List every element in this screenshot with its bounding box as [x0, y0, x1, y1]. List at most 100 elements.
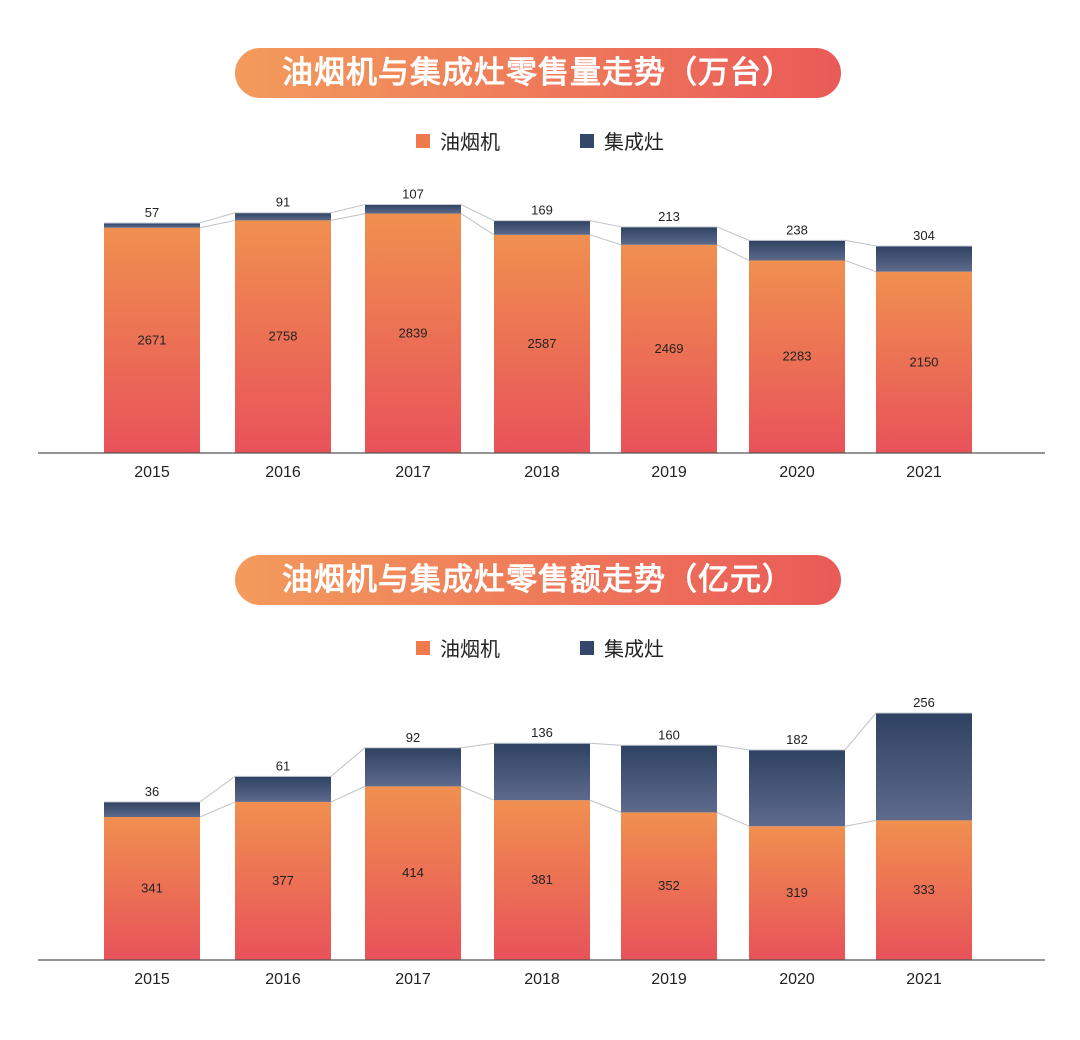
bar-integrated-stove-2020 [749, 749, 845, 827]
bar-range-hood-2019 [621, 244, 717, 453]
legend-item-range-hood: 油烟机 [416, 126, 500, 155]
legend-item-integrated-stove: 集成灶 [580, 126, 664, 155]
connector-line [844, 712, 877, 751]
data-label-integrated-stove: 256 [913, 695, 935, 710]
x-tick-label: 2017 [395, 464, 431, 481]
data-label-range-hood: 2469 [655, 341, 684, 356]
bar-integrated-stove-2018 [494, 743, 590, 801]
legend-label: 集成灶 [604, 130, 664, 154]
data-label-integrated-stove: 238 [786, 222, 808, 237]
data-label-integrated-stove: 92 [406, 730, 420, 745]
data-label-integrated-stove: 213 [658, 209, 680, 224]
data-label-integrated-stove: 182 [786, 732, 808, 747]
data-label-range-hood: 2150 [910, 354, 939, 369]
connector-line [330, 747, 366, 777]
x-tick-label: 2018 [524, 464, 560, 481]
data-label-range-hood: 352 [658, 878, 680, 893]
x-tick-label: 2019 [651, 464, 687, 481]
connector-line [460, 742, 495, 749]
data-label-integrated-stove: 107 [402, 187, 424, 202]
data-label-integrated-stove: 57 [145, 205, 159, 220]
connector-line [589, 799, 622, 813]
connector-line [330, 204, 366, 214]
bar-range-hood-2018 [494, 800, 590, 960]
x-tick-label: 2016 [265, 464, 301, 481]
bar-range-hood-2021 [876, 820, 972, 960]
x-tick-label: 2019 [651, 971, 687, 988]
bar-integrated-stove-2016 [235, 212, 331, 221]
x-tick-label: 2015 [134, 971, 170, 988]
bar-integrated-stove-2019 [621, 226, 717, 245]
data-label-range-hood: 319 [786, 885, 808, 900]
x-tick-label: 2020 [779, 971, 815, 988]
connector-line [716, 744, 750, 751]
bar-integrated-stove-2019 [621, 745, 717, 813]
connector-line [460, 785, 495, 801]
legend-label: 集成灶 [604, 637, 664, 661]
data-label-integrated-stove: 91 [276, 195, 290, 210]
connector-line [199, 801, 236, 818]
data-label-integrated-stove: 136 [531, 725, 553, 740]
connector-line [199, 775, 236, 803]
bar-integrated-stove-2017 [365, 204, 461, 214]
data-label-range-hood: 341 [141, 881, 163, 896]
legend-swatch [416, 133, 430, 148]
legend-label: 油烟机 [440, 130, 500, 154]
connector-line [844, 239, 877, 247]
connector-line [330, 213, 366, 221]
bar-integrated-stove-2021 [876, 713, 972, 821]
data-label-integrated-stove: 160 [658, 727, 680, 742]
x-tick-label: 2021 [906, 464, 942, 481]
connector-line [589, 234, 622, 246]
bar-integrated-stove-2020 [749, 240, 845, 261]
bar-range-hood-2020 [749, 826, 845, 960]
bar-range-hood-2019 [621, 812, 717, 960]
data-label-range-hood: 2671 [138, 332, 167, 347]
legend-item-range-hood: 油烟机 [416, 633, 500, 662]
bar-range-hood-2016 [235, 220, 331, 453]
bar-range-hood-2018 [494, 234, 590, 453]
connector-line [716, 226, 750, 241]
legend-swatch [416, 640, 430, 655]
chart-2-legend: 油烟机 集成灶 [0, 633, 1080, 662]
legend-label: 油烟机 [440, 637, 500, 661]
data-label-integrated-stove: 36 [145, 784, 159, 799]
data-label-range-hood: 2758 [269, 329, 298, 344]
data-label-integrated-stove: 304 [913, 228, 935, 243]
connector-line [199, 219, 236, 229]
bar-range-hood-2017 [365, 213, 461, 453]
bar-integrated-stove-2016 [235, 776, 331, 802]
x-tick-label: 2018 [524, 971, 560, 988]
data-label-range-hood: 381 [531, 872, 553, 887]
bar-range-hood-2015 [104, 817, 200, 960]
bar-integrated-stove-2018 [494, 220, 590, 235]
chart-1-title: 油烟机与集成灶零售量走势（万台） [235, 48, 841, 98]
data-label-range-hood: 414 [402, 865, 424, 880]
bar-range-hood-2021 [876, 271, 972, 453]
data-label-integrated-stove: 169 [531, 203, 553, 218]
legend-swatch [580, 133, 594, 148]
legend-swatch [580, 640, 594, 655]
connector-line [716, 244, 750, 261]
legend-item-integrated-stove: 集成灶 [580, 633, 664, 662]
connector-line [589, 220, 622, 228]
data-label-range-hood: 333 [913, 882, 935, 897]
connector-line [844, 259, 877, 273]
x-tick-label: 2020 [779, 464, 815, 481]
data-label-range-hood: 2839 [399, 325, 428, 340]
data-label-range-hood: 2283 [783, 349, 812, 364]
x-tick-label: 2016 [265, 971, 301, 988]
connector-line [589, 742, 622, 746]
data-label-integrated-stove: 61 [276, 758, 290, 773]
bar-range-hood-2017 [365, 786, 461, 960]
bar-integrated-stove-2015 [104, 801, 200, 817]
bar-range-hood-2016 [235, 801, 331, 960]
bar-integrated-stove-2017 [365, 747, 461, 787]
connector-line [460, 204, 495, 222]
x-tick-label: 2021 [906, 971, 942, 988]
chart-2-title: 油烟机与集成灶零售额走势（亿元） [235, 555, 841, 605]
x-tick-label: 2015 [134, 464, 170, 481]
bar-range-hood-2020 [749, 260, 845, 453]
connector-line [199, 212, 236, 224]
